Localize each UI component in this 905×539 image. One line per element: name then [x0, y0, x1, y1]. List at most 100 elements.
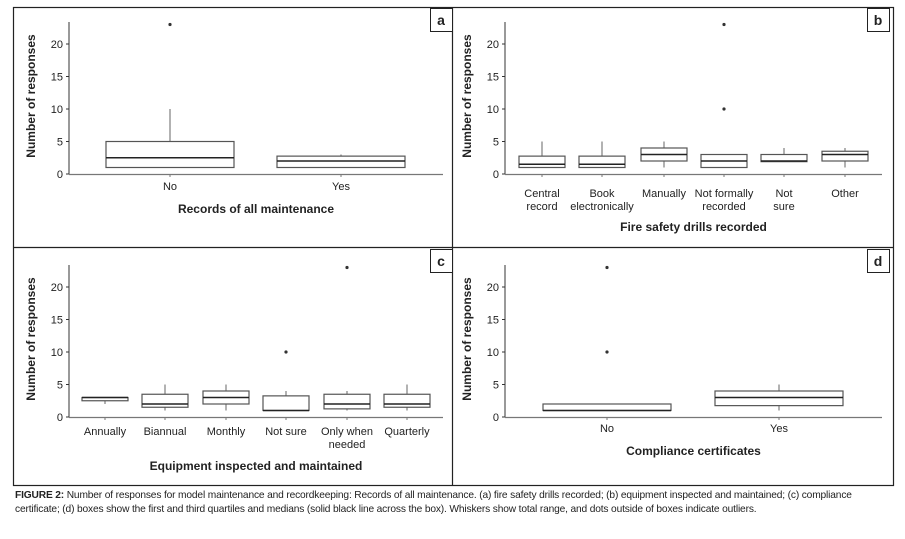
- y-axis-label: Number of responses: [24, 34, 38, 158]
- outlier-dot: [722, 22, 726, 27]
- caption-text: Number of responses for model maintenanc…: [15, 490, 852, 515]
- x-tick-label-line: Yes: [770, 423, 788, 435]
- y-axis-label: Number of responses: [24, 277, 38, 401]
- outlier-dot: [722, 107, 726, 111]
- y-tick-label: 15: [487, 315, 499, 327]
- y-tick-label: 10: [51, 104, 63, 116]
- panel-label: c: [437, 253, 445, 269]
- box-plot: [81, 396, 129, 404]
- box-plot: [518, 141, 566, 169]
- box-plot: [700, 22, 748, 169]
- y-tick-label: 15: [51, 315, 63, 327]
- panel-b: 0 5 10 15 20 Number of responses Fire safety d…: [460, 8, 890, 234]
- outlier-dot: [168, 22, 172, 27]
- x-tick-label-line: No: [600, 423, 614, 435]
- x-axis-label: Compliance certificates: [626, 444, 761, 458]
- x-tick-label-line: recorded: [702, 201, 745, 213]
- panel-label-box: [867, 249, 890, 273]
- x-tick-label-line: Annually: [84, 426, 127, 438]
- box-plot: [821, 148, 869, 168]
- x-tick-label: No: [600, 423, 614, 435]
- x-axis-label: Fire safety drills recorded: [620, 220, 767, 234]
- x-tick-label-line: Quarterly: [384, 426, 430, 438]
- y-tick-label: 20: [51, 282, 63, 294]
- x-tick-label-line: Only when: [321, 426, 373, 438]
- box: [518, 155, 566, 169]
- outlier-dot: [605, 350, 609, 354]
- x-tick-label-line: sure: [773, 201, 794, 213]
- figure-frame: [12, 6, 895, 487]
- x-tick-label-line: Monthly: [207, 426, 246, 438]
- x-tick-label-line: Manually: [642, 188, 687, 200]
- box: [578, 155, 626, 169]
- x-tick-label-line: electronically: [570, 201, 634, 213]
- y-tick-label: 10: [487, 104, 499, 116]
- y-tick-label: 0: [57, 412, 63, 424]
- box: [323, 393, 371, 410]
- box-plot: [640, 141, 688, 168]
- x-tick-label-line: record: [526, 201, 557, 213]
- panel-label: a: [437, 12, 445, 28]
- box: [276, 155, 406, 169]
- box: [141, 393, 189, 408]
- x-tick-label: Yes: [770, 423, 788, 435]
- y-tick-label: 15: [51, 72, 63, 84]
- panel-d: 0 5 10 15 20 Number of responses Compliance ce…: [460, 249, 890, 458]
- x-tick-label: Annually: [84, 426, 127, 438]
- y-tick-label: 5: [493, 380, 499, 392]
- box-plot: [202, 384, 250, 411]
- x-axis-label: Records of all maintenance: [178, 202, 334, 216]
- box: [383, 393, 431, 408]
- box-plot: [760, 148, 808, 163]
- x-tick-label-line: needed: [329, 439, 366, 451]
- box-plot: [383, 384, 431, 411]
- x-tick-label-line: Yes: [332, 181, 350, 193]
- y-axis-label: Number of responses: [460, 277, 474, 401]
- x-tick-label-line: Central: [524, 188, 559, 200]
- x-tick-label-line: Not sure: [265, 426, 307, 438]
- box-plot: [141, 384, 189, 411]
- box: [262, 395, 310, 412]
- box: [821, 150, 869, 162]
- x-tick-label-line: Not formally: [695, 188, 754, 200]
- box: [542, 403, 672, 412]
- y-tick-label: 10: [487, 347, 499, 359]
- y-tick-label: 0: [57, 169, 63, 181]
- caption-label: FIGURE 2:: [15, 490, 65, 501]
- outlier-dot: [284, 350, 288, 354]
- x-tick-label: Yes: [332, 181, 350, 193]
- y-tick-label: 0: [493, 169, 499, 181]
- panel-label-box: [430, 8, 453, 32]
- outlier-dot: [345, 265, 349, 270]
- x-tick-label: Quarterly: [384, 426, 430, 438]
- y-axis-label: Number of responses: [460, 34, 474, 158]
- y-tick-label: 20: [51, 39, 63, 51]
- y-tick-label: 20: [487, 282, 499, 294]
- x-tick-label-line: Book: [589, 188, 615, 200]
- outlier-dot: [605, 265, 609, 270]
- panel-label-box: [430, 249, 453, 273]
- box-plot: [105, 22, 235, 169]
- y-tick-label: 15: [487, 72, 499, 84]
- y-tick-label: 5: [57, 137, 63, 149]
- x-tick-label: Manually: [642, 188, 687, 200]
- box: [714, 390, 844, 407]
- y-tick-label: 10: [51, 347, 63, 359]
- box-plot: [578, 141, 626, 169]
- x-tick-label: Central record: [524, 188, 559, 213]
- x-tick-label: Not sure: [773, 188, 794, 213]
- box-plot: [276, 154, 406, 169]
- box-plot: [714, 384, 844, 411]
- panel-label: d: [874, 253, 883, 269]
- box: [105, 140, 235, 169]
- x-tick-label: Not formally recorded: [695, 188, 754, 213]
- y-tick-label: 5: [57, 380, 63, 392]
- panel-a: 0 5 10 15 20 Number of responses Records of al…: [24, 8, 453, 216]
- panel-label: b: [874, 12, 883, 28]
- x-tick-label: Monthly: [207, 426, 246, 438]
- panel-c: 0 5 10 15 20 Number of responses Equipment ins…: [24, 249, 453, 473]
- box-plot: [323, 265, 371, 411]
- x-tick-label: Other: [831, 188, 859, 200]
- x-tick-label: Only when needed: [321, 426, 373, 451]
